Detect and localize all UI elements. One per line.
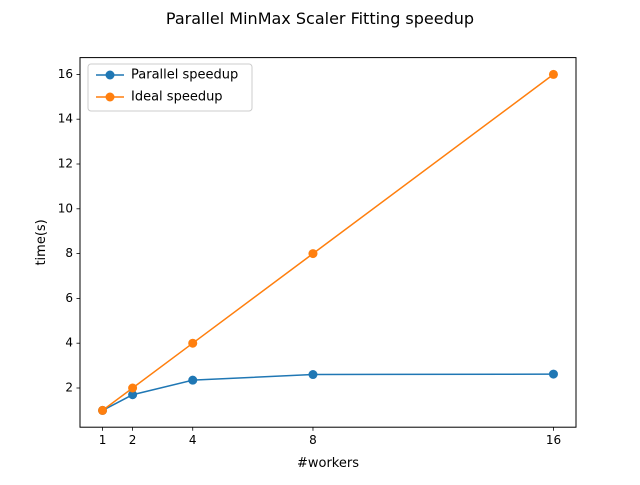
plot-frame	[79, 57, 577, 428]
legend-marker-ideal	[105, 92, 115, 102]
y-tick-label: 10	[58, 201, 73, 215]
y-tick-label: 16	[58, 67, 73, 81]
data-point-ideal-speedup-2	[128, 383, 138, 393]
series-ideal-speedup	[98, 69, 558, 415]
y-tick-label: 14	[58, 112, 73, 126]
y-tick-label: 2	[65, 381, 73, 395]
series-line-ideal-speedup	[102, 73, 554, 412]
data-point-parallel-speedup-16	[548, 369, 558, 379]
x-tick-label: 16	[546, 433, 561, 447]
data-point-ideal-speedup-1	[98, 405, 108, 415]
y-tick-label: 12	[58, 157, 73, 171]
x-axis: 1 2 4 8 16	[99, 427, 561, 447]
legend-frame	[87, 63, 253, 112]
data-point-parallel-speedup-8	[308, 370, 318, 380]
x-tick-label: 4	[189, 433, 197, 447]
data-point-ideal-speedup-8	[308, 249, 318, 259]
x-tick-label: 2	[129, 433, 137, 447]
legend: Parallel speedup Ideal speedup	[87, 63, 253, 112]
data-point-parallel-speedup-4	[188, 375, 198, 385]
x-tick-label: 8	[309, 433, 317, 447]
legend-entry-ideal-speedup: Ideal speedup	[96, 90, 223, 105]
series-parallel-speedup	[98, 369, 558, 415]
series-layer	[98, 69, 558, 415]
y-axis-label: time(s)	[34, 219, 49, 265]
x-axis-label: #workers	[297, 456, 359, 471]
y-tick-label: 6	[65, 291, 73, 305]
legend-label-ideal: Ideal speedup	[131, 90, 223, 105]
legend-entry-parallel-speedup: Parallel speedup	[96, 68, 238, 83]
chart-title: Parallel MinMax Scaler Fitting speedup	[166, 9, 474, 28]
plot-area	[79, 57, 577, 428]
y-tick-label: 4	[65, 336, 73, 350]
y-axis: 2 4 6 8 10 12 14 16	[58, 67, 80, 395]
y-tick-label: 8	[65, 246, 73, 260]
data-point-parallel-speedup-2	[128, 390, 138, 400]
data-point-ideal-speedup-16	[548, 69, 558, 79]
series-line-parallel-speedup	[102, 373, 554, 412]
data-point-ideal-speedup-4	[188, 338, 198, 348]
x-tick-label: 1	[99, 433, 107, 447]
legend-marker-parallel	[105, 70, 115, 80]
legend-label-parallel: Parallel speedup	[131, 68, 238, 83]
